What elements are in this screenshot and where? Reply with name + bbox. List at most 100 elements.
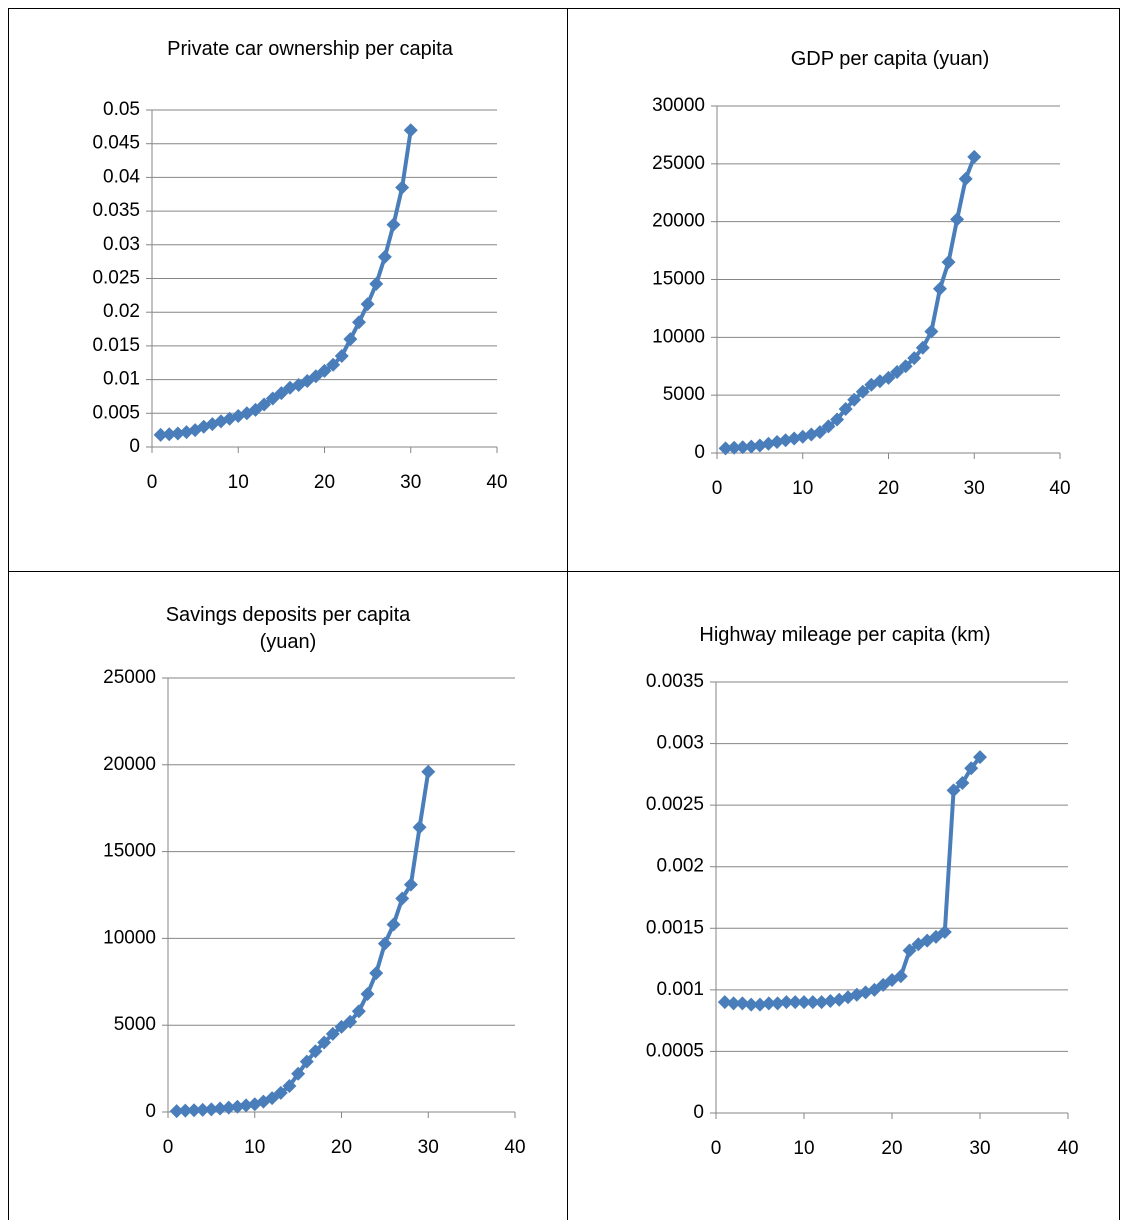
data-marker [213, 1101, 228, 1116]
y-tick-label: 5000 [114, 1014, 156, 1035]
y-tick-label: 0.01 [103, 369, 140, 390]
chart-title: Highway mileage per capita (km) [699, 624, 991, 646]
y-tick-label: 10000 [103, 927, 156, 948]
data-marker [753, 997, 767, 1012]
y-tick-label: 0.0035 [646, 671, 704, 692]
x-tick-label: 40 [504, 1137, 525, 1158]
chart-title: Savings deposits per capita (yuan) [165, 604, 411, 653]
chart-title: Private car ownership per capita [167, 38, 453, 60]
data-marker [291, 1066, 306, 1081]
data-marker [779, 995, 794, 1010]
data-marker [412, 820, 427, 835]
data-marker [915, 340, 930, 355]
x-tick-label: 20 [881, 1138, 902, 1159]
y-tick-label: 0.02 [103, 301, 140, 322]
x-tick-label: 30 [418, 1137, 439, 1158]
y-tick-label: 30000 [652, 95, 705, 116]
x-tick-label: 10 [793, 1138, 814, 1159]
data-marker [761, 996, 776, 1011]
data-marker [274, 386, 289, 401]
data-marker [932, 281, 947, 296]
data-marker [902, 943, 917, 958]
y-tick-label: 20000 [652, 211, 705, 232]
data-marker [377, 936, 392, 951]
y-tick-label: 0.005 [92, 402, 140, 423]
data-marker [178, 1103, 193, 1118]
y-tick-label: 20000 [103, 754, 156, 775]
data-marker [325, 1026, 340, 1041]
data-marker [770, 996, 785, 1011]
data-marker [239, 1098, 254, 1113]
table-border [567, 8, 568, 1220]
data-marker [369, 276, 384, 291]
data-marker [797, 995, 811, 1010]
x-tick-label: 40 [1049, 478, 1070, 499]
data-marker [282, 1078, 297, 1093]
data-marker [838, 402, 853, 417]
data-marker [153, 427, 168, 442]
y-tick-label: 0.035 [92, 200, 140, 221]
data-marker [955, 775, 970, 790]
data-marker [735, 996, 750, 1011]
data-marker [308, 1044, 323, 1059]
data-marker [946, 783, 961, 798]
y-tick-label: 0 [145, 1101, 156, 1122]
y-tick-label: 0.03 [103, 234, 140, 255]
y-tick-label: 15000 [652, 269, 705, 290]
data-marker [735, 440, 750, 455]
x-tick-label: 30 [400, 472, 421, 493]
y-tick-label: 0.002 [656, 856, 704, 877]
x-tick-label: 40 [486, 472, 507, 493]
data-marker [950, 212, 965, 227]
chart-title: GDP per capita (yuan) [790, 48, 990, 70]
data-marker [726, 996, 741, 1011]
data-marker [265, 391, 280, 406]
x-tick-label: 0 [147, 472, 158, 493]
data-marker [937, 924, 952, 939]
data-marker [221, 1100, 236, 1115]
table-border [8, 8, 1120, 9]
data-marker [352, 315, 366, 330]
data-marker [847, 392, 862, 407]
data-marker [718, 441, 733, 456]
data-marker [360, 297, 375, 312]
x-tick-label: 20 [878, 478, 899, 499]
table-border [8, 8, 9, 1220]
x-tick-label: 0 [163, 1137, 174, 1158]
data-line [724, 755, 982, 1007]
data-marker [855, 384, 870, 399]
data-marker [727, 440, 742, 455]
data-marker [257, 397, 272, 412]
x-tick-label: 0 [712, 478, 723, 499]
y-tick-label: 25000 [103, 667, 156, 688]
data-line [725, 156, 977, 451]
data-marker [812, 425, 827, 440]
x-tick-label: 30 [964, 478, 985, 499]
data-marker [308, 369, 323, 384]
data-marker [170, 426, 185, 441]
data-marker [814, 995, 829, 1010]
data-marker [907, 351, 922, 366]
x-tick-label: 10 [244, 1137, 265, 1158]
data-marker [386, 217, 401, 232]
data-marker [273, 1085, 288, 1100]
data-marker [360, 986, 375, 1001]
y-tick-label: 0.025 [92, 268, 140, 289]
x-tick-label: 0 [711, 1138, 722, 1159]
y-tick-label: 0.0015 [646, 917, 704, 938]
data-marker [195, 1102, 210, 1117]
data-marker [403, 877, 418, 892]
data-marker [369, 966, 384, 981]
data-marker [377, 249, 392, 264]
y-tick-label: 25000 [652, 153, 705, 174]
data-marker [386, 917, 401, 932]
data-marker [326, 357, 341, 372]
y-tick-label: 15000 [103, 841, 156, 862]
data-marker [403, 123, 418, 138]
y-tick-label: 0 [694, 442, 705, 463]
table-border [1119, 8, 1120, 1220]
data-marker [421, 764, 436, 779]
data-marker [395, 891, 410, 906]
